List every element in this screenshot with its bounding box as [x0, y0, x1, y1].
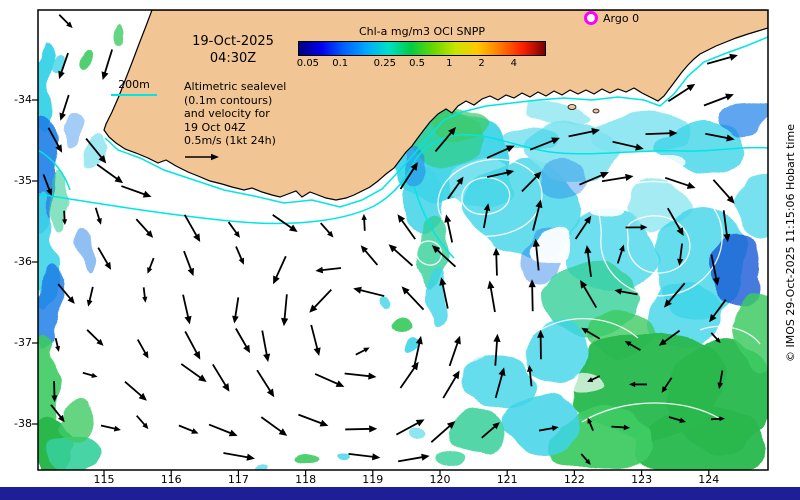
- credit-text: © IMOS 29-Oct-2025 11:15:06 Hobart time: [784, 124, 797, 362]
- x-axis-tick-label: 118: [295, 473, 317, 486]
- depth-legend-label: 200m: [118, 78, 150, 91]
- x-axis-tick-label: 123: [631, 473, 653, 486]
- argo-marker-icon: [584, 11, 598, 25]
- x-axis-tick-label: 115: [93, 473, 115, 486]
- colorbar-tick-label: 4: [510, 58, 517, 69]
- map-date: 19-Oct-2025: [192, 34, 274, 49]
- colorbar-tick-labels: 0.05 0.1 0.25 0.5 1 2 4: [296, 56, 546, 70]
- map-frame: [37, 9, 769, 471]
- annotation-line: 0.5m/s (1kt 24h): [184, 134, 276, 147]
- island: [567, 104, 600, 114]
- bottom-bar: [0, 487, 800, 500]
- x-axis-tick-label: 116: [160, 473, 182, 486]
- y-axis-tick-label: -35: [14, 174, 32, 187]
- y-axis-tick-label: -38: [14, 417, 32, 430]
- colorbar-title: Chl-a mg/m3 OCI SNPP: [358, 25, 486, 38]
- y-axis-tick-label: -36: [14, 255, 32, 268]
- colorbar-gradient: [298, 41, 546, 56]
- x-axis-tick-label: 120: [429, 473, 451, 486]
- map-time: 04:30Z: [209, 51, 257, 66]
- velocity-arrows: [42, 14, 738, 465]
- x-axis-tick-label: 119: [362, 473, 384, 486]
- annotation-line: 19 Oct 04Z: [184, 120, 246, 134]
- depth-legend: 200m: [111, 78, 157, 96]
- sealevel-contours: [415, 158, 761, 423]
- y-axis-tick-label: -37: [14, 336, 32, 349]
- colorbar-tick-label: 0.5: [409, 58, 425, 69]
- x-axis-tick-label: 117: [227, 473, 249, 486]
- y-axis-tick-label: -34: [14, 93, 32, 106]
- annotation-line: and velocity for: [184, 107, 270, 120]
- altimetry-annotation: Altimetric sealevel (0.1m contours) and …: [184, 80, 286, 162]
- axis-ticks: [32, 99, 710, 476]
- colorbar-tick-label: 2: [478, 58, 485, 69]
- velocity-scale-arrow-icon: [185, 153, 219, 160]
- argo-label: Argo 0: [603, 11, 640, 25]
- colorbar-tick-label: 0.1: [332, 58, 349, 69]
- colorbar-tick-label: 0.25: [373, 58, 396, 69]
- colorbar-tick-label: 0.05: [296, 58, 320, 69]
- annotation-line: Altimetric sealevel: [184, 80, 287, 93]
- argo-legend: Argo 0: [584, 11, 639, 25]
- colorbar-tick-label: 1: [446, 58, 453, 69]
- bathymetry-contour-200m: [38, 36, 768, 259]
- land-mass: [103, 10, 768, 201]
- depth-contour-sample-line: [111, 94, 157, 96]
- annotation-line: (0.1m contours): [184, 93, 273, 107]
- x-axis-tick-label: 122: [563, 473, 585, 486]
- x-axis-tick-label: 121: [496, 473, 518, 486]
- x-axis-tick-label: 124: [698, 473, 720, 486]
- colorbar: Chl-a mg/m3 OCI SNPP 0.05 0.1 0.25 0.5 1 2 4: [296, 25, 546, 70]
- map-datetime: 19-Oct-2025 04:30Z: [176, 33, 290, 67]
